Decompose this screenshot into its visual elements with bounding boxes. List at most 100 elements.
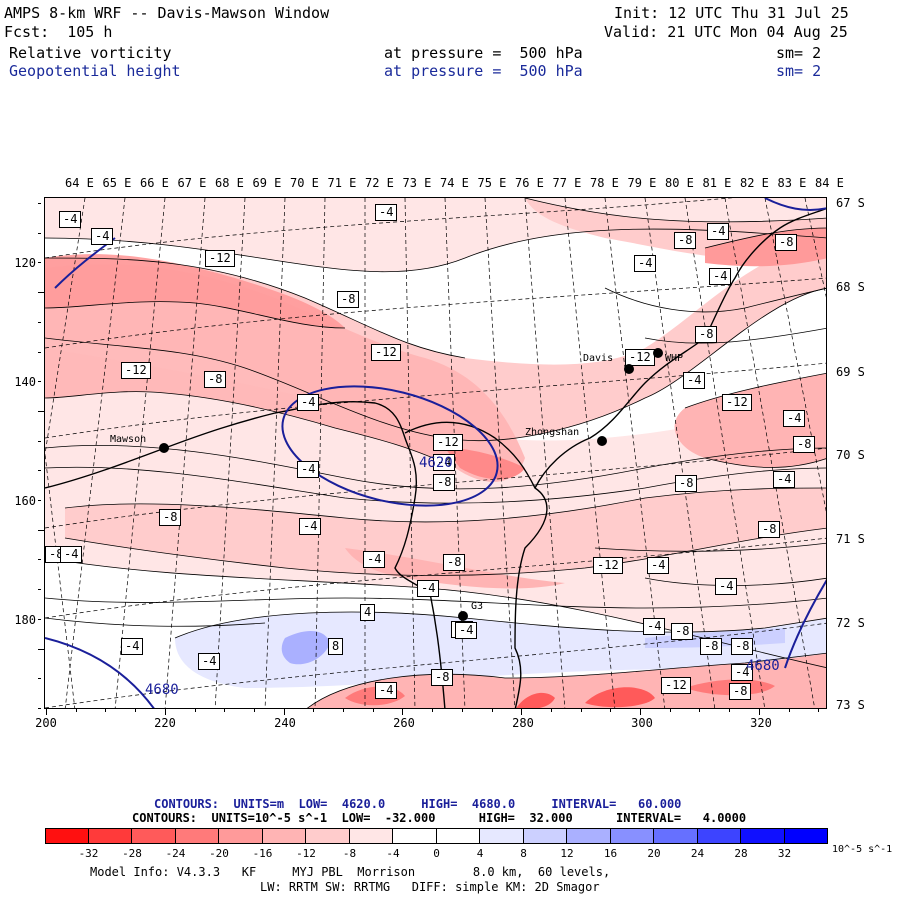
y-axis-label: 140 (14, 375, 36, 389)
longitude-label: 73 E (402, 176, 432, 190)
axis-tick (38, 410, 44, 412)
contour-label: -4 (634, 255, 657, 272)
x-axis-label: 220 (154, 716, 176, 730)
axis-tick (432, 709, 434, 712)
model-info-line2: LW: RRTM SW: RRTMG DIFF: simple KM: 2D S… (260, 880, 600, 894)
height-contour-4680 (45, 637, 155, 708)
y-axis-label: 160 (14, 494, 36, 508)
field1-name: Relative vorticity (9, 44, 172, 62)
vorticity-fill-positive (281, 631, 330, 665)
contour-label: -8 (337, 291, 360, 308)
colorbar-label: -28 (122, 847, 142, 860)
contour-label: -12 (625, 349, 655, 366)
contour-label: -4 (375, 204, 398, 221)
station-marker (653, 348, 663, 358)
contour-label: -8 (695, 326, 718, 343)
height-contour-4680 (764, 198, 826, 211)
axis-tick (313, 709, 315, 712)
colorbar-label: -16 (252, 847, 273, 860)
axis-tick (38, 232, 41, 234)
vorticity-fill-strong (585, 687, 655, 708)
axis-tick (253, 709, 255, 712)
colorbar-cell (219, 828, 263, 844)
contour-label: -4 (297, 394, 320, 411)
height-contour-4620 (281, 385, 499, 507)
contour-label: -8 (729, 683, 752, 700)
contour-label: -4 (707, 223, 730, 240)
axis-tick (38, 707, 41, 709)
colorbar-label: 20 (647, 847, 661, 860)
longitude-label: 81 E (702, 176, 732, 190)
longitude-label: 78 E (590, 176, 619, 190)
colorbar-label: -24 (165, 847, 186, 860)
contour-label: -4 (121, 638, 144, 655)
field1-smoothing: sm= 2 (776, 44, 822, 62)
colorbar-label: -12 (296, 847, 316, 860)
axis-tick (38, 529, 44, 531)
axis-tick (580, 709, 582, 712)
contour-label: -4 (647, 557, 670, 574)
colorbar-cell (349, 828, 393, 844)
latitude-label: 73 S (836, 698, 865, 712)
colorbar-unit: 10^-5 s^-1 (832, 844, 893, 855)
forecast-hour: Fcst: 105 h (4, 23, 113, 41)
colorbar-label: 16 (603, 847, 618, 860)
colorbar-cell (523, 828, 567, 844)
station-label: Mawson (110, 434, 147, 445)
colorbar-cell (45, 828, 89, 844)
contour-label: -8 (433, 474, 456, 491)
axis-tick (283, 709, 285, 715)
contour-label: -12 (661, 677, 691, 694)
axis-tick (729, 709, 731, 712)
contour-label: -8 (674, 232, 697, 249)
contour-label: -4 (60, 546, 83, 563)
latitude-label: 71 S (836, 532, 865, 546)
longitude-label: 80 E (665, 176, 694, 190)
axis-tick (38, 440, 41, 442)
longitude-label: 64 E (65, 176, 94, 190)
colorbar-cell (610, 828, 654, 844)
contour-label: -4 (297, 461, 320, 478)
colorbar-label: 12 (560, 847, 574, 860)
station-label: Zhongshan (525, 427, 580, 438)
axis-tick (38, 470, 41, 472)
longitude-label: 75 E (477, 176, 507, 190)
axis-tick (461, 709, 463, 712)
longitude-label: 83 E (777, 176, 807, 190)
vorticity-fill-strong (516, 692, 555, 708)
vorticity-fill-dark (45, 254, 345, 328)
contour-label: -12 (433, 434, 463, 451)
contour-label: 8 (328, 638, 344, 655)
latitude-label: 69 S (836, 365, 865, 379)
colorbar-cell (654, 828, 698, 844)
contour-label: -4 (643, 618, 666, 635)
x-axis-label: 280 (512, 716, 534, 730)
latitude-label: 72 S (836, 616, 865, 630)
axis-tick (75, 709, 77, 712)
colorbar-label: -4 (386, 847, 400, 860)
contour-label: -4 (91, 228, 114, 245)
contour-label: -4 (299, 518, 322, 535)
longitude-label: 68 E (215, 176, 244, 190)
contour-label: -8 (775, 234, 798, 251)
longitude-label: 71 E (327, 176, 357, 190)
valid-time: Valid: 21 UTC Mon 04 Aug 25 (604, 23, 848, 41)
axis-tick (38, 618, 41, 620)
contour-label: -8 (671, 623, 694, 640)
colorbar-label: 8 (520, 847, 527, 860)
axis-tick (372, 709, 374, 712)
x-axis-label: 300 (631, 716, 653, 730)
contour-label: -4 (773, 471, 796, 488)
colorbar-cell (697, 828, 741, 844)
vorticity-contour-info: CONTOURS: UNITS=10^-5 s^-1 LOW= -32.000 … (132, 811, 747, 825)
colorbar-cell (175, 828, 219, 844)
axis-tick (38, 500, 41, 501)
x-axis-label: 320 (750, 716, 772, 730)
contour-label: -8 (758, 521, 781, 538)
axis-tick (164, 709, 166, 715)
contour-label: -8 (675, 475, 698, 492)
longitude-label: 84 E (815, 176, 844, 190)
colorbar-cell (132, 828, 176, 844)
station-label: WHP (665, 353, 684, 364)
longitude-label: 82 E (740, 176, 769, 190)
